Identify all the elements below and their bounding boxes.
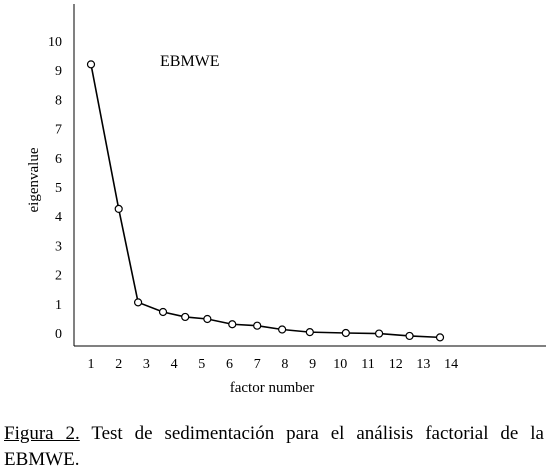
data-point <box>158 307 168 317</box>
y-axis: 0 1 2 3 4 5 6 7 8 9 10 <box>48 4 75 346</box>
x-tick-label: 6 <box>226 357 233 372</box>
data-point <box>305 328 314 337</box>
y-tick-label: 0 <box>55 327 62 342</box>
data-point <box>114 204 123 213</box>
x-axis-title: factor number <box>230 380 315 396</box>
x-tick-label: 3 <box>143 357 150 372</box>
x-tick-label: 13 <box>416 357 430 372</box>
x-tick-label: 12 <box>389 357 403 372</box>
y-tick-label: 9 <box>55 64 62 79</box>
data-point <box>341 328 350 338</box>
figure-caption: Figura 2. Test de sedimentación para el … <box>4 421 544 473</box>
chart-annotation: EBMWE <box>160 53 220 70</box>
y-tick-label: 3 <box>55 239 62 254</box>
x-tick-label: 14 <box>444 357 458 372</box>
data-point <box>228 320 237 329</box>
y-tick-label: 7 <box>55 123 62 138</box>
caption-text: Test de sedimentación para el análisis f… <box>4 423 544 470</box>
data-point <box>253 321 262 330</box>
x-tick-label: 7 <box>254 357 261 372</box>
data-point <box>405 331 414 341</box>
series-layer <box>86 60 445 342</box>
x-tick-label: 10 <box>333 357 347 372</box>
y-axis-title: eigenvalue <box>26 147 42 212</box>
data-point <box>86 60 96 69</box>
x-tick-label: 1 <box>88 357 95 372</box>
y-tick-label: 4 <box>55 210 62 225</box>
y-tick-label: 10 <box>48 35 62 50</box>
data-point <box>374 329 384 338</box>
x-tick-label: 11 <box>361 357 374 372</box>
y-tick-label: 8 <box>55 93 62 108</box>
y-tick-label: 5 <box>55 181 62 196</box>
x-tick-label: 9 <box>309 357 316 372</box>
y-tick-label: 2 <box>55 269 62 284</box>
y-tick-label: 6 <box>55 152 62 167</box>
series-line <box>90 64 441 339</box>
data-point <box>203 314 212 324</box>
x-tick-label: 5 <box>198 357 205 372</box>
x-tick-label: 4 <box>171 357 178 372</box>
data-point <box>278 325 287 334</box>
x-axis: 1 2 3 4 5 6 7 8 9 10 11 12 13 14 <box>74 345 546 372</box>
data-point <box>181 312 190 322</box>
data-point <box>133 298 143 307</box>
data-point <box>435 333 445 342</box>
y-tick-label: 1 <box>55 298 62 313</box>
x-tick-label: 8 <box>281 357 288 372</box>
x-tick-label: 2 <box>115 357 122 372</box>
caption-label: Figura 2. <box>4 423 80 444</box>
